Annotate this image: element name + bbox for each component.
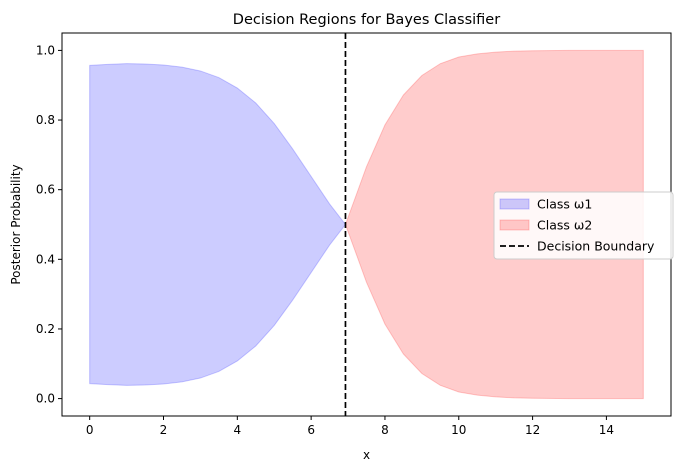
chart-title: Decision Regions for Bayes Classifier [233,12,500,28]
y-tick-label: 0.4 [36,252,55,266]
x-tick-label: 8 [381,423,389,437]
legend-box [493,191,674,260]
x-tick-label: 10 [451,423,466,437]
x-tick-label: 6 [307,423,315,437]
x-tick-label: 12 [525,423,540,437]
legend-swatch [499,198,530,210]
y-tick-label: 0.8 [36,113,55,127]
legend-label: Decision Boundary [537,239,655,254]
legend-swatch [499,219,530,231]
y-tick-label: 0.2 [36,322,55,336]
x-tick-label: 14 [599,423,614,437]
y-tick-label: 1.0 [36,43,55,57]
y-tick-label: 0.6 [36,183,55,197]
y-tick-label: 0.0 [36,392,55,406]
legend: Class ω1 Class ω2 Decision Boundary [493,191,674,260]
x-tick-label: 0 [86,423,94,437]
x-axis-title: x [363,448,370,462]
legend-label: Class ω2 [537,218,592,233]
y-axis: 0.0 0.2 0.4 0.6 0.8 1.0 [36,43,62,406]
region-class-1 [89,63,347,386]
x-tick-label: 4 [233,423,241,437]
x-axis: 0 2 4 6 8 10 12 14 [86,416,614,437]
legend-label: Class ω1 [537,197,592,212]
y-axis-title: Posterior Probability [9,164,23,284]
x-tick-label: 2 [160,423,168,437]
